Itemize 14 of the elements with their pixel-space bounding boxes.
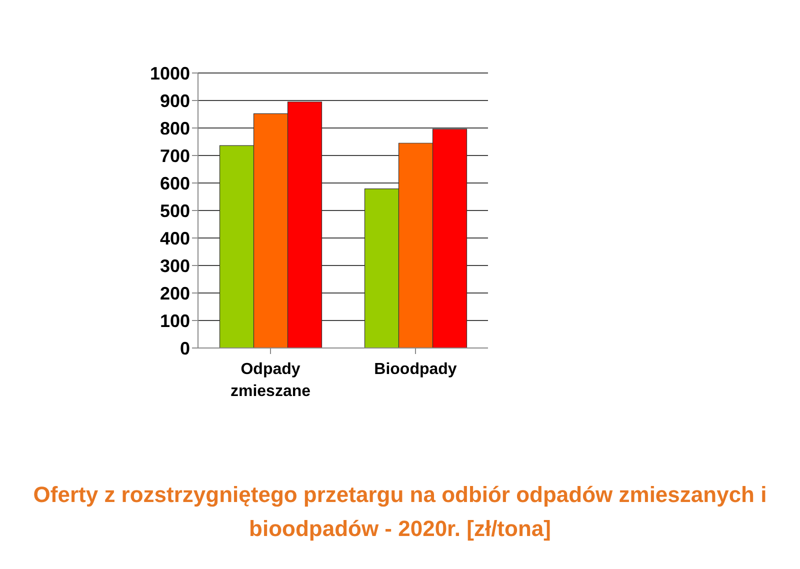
- y-tick-label: 300: [160, 256, 190, 276]
- y-tick-label: 500: [160, 200, 190, 221]
- y-tick-label: 400: [160, 228, 190, 248]
- y-tick-label: 600: [160, 173, 190, 194]
- x-tick-label: Bioodpady: [374, 361, 457, 378]
- y-tick-label: 700: [160, 146, 190, 166]
- y-tick-label: 0: [180, 338, 190, 358]
- y-tick-label: 200: [160, 283, 190, 304]
- x-tick-label: Odpady zmieszane: [230, 361, 311, 400]
- y-tick-label: 1000: [150, 63, 190, 84]
- y-tick-label: 900: [160, 90, 190, 111]
- y-tick-label: 100: [160, 310, 190, 331]
- y-tick-label: 800: [160, 118, 190, 138]
- text: Oferty z rozstrzygniętego przetargu na odbiór odpadów zmieszanych i bioodpadów - 2020r. [zł/tona]: [33, 482, 767, 541]
